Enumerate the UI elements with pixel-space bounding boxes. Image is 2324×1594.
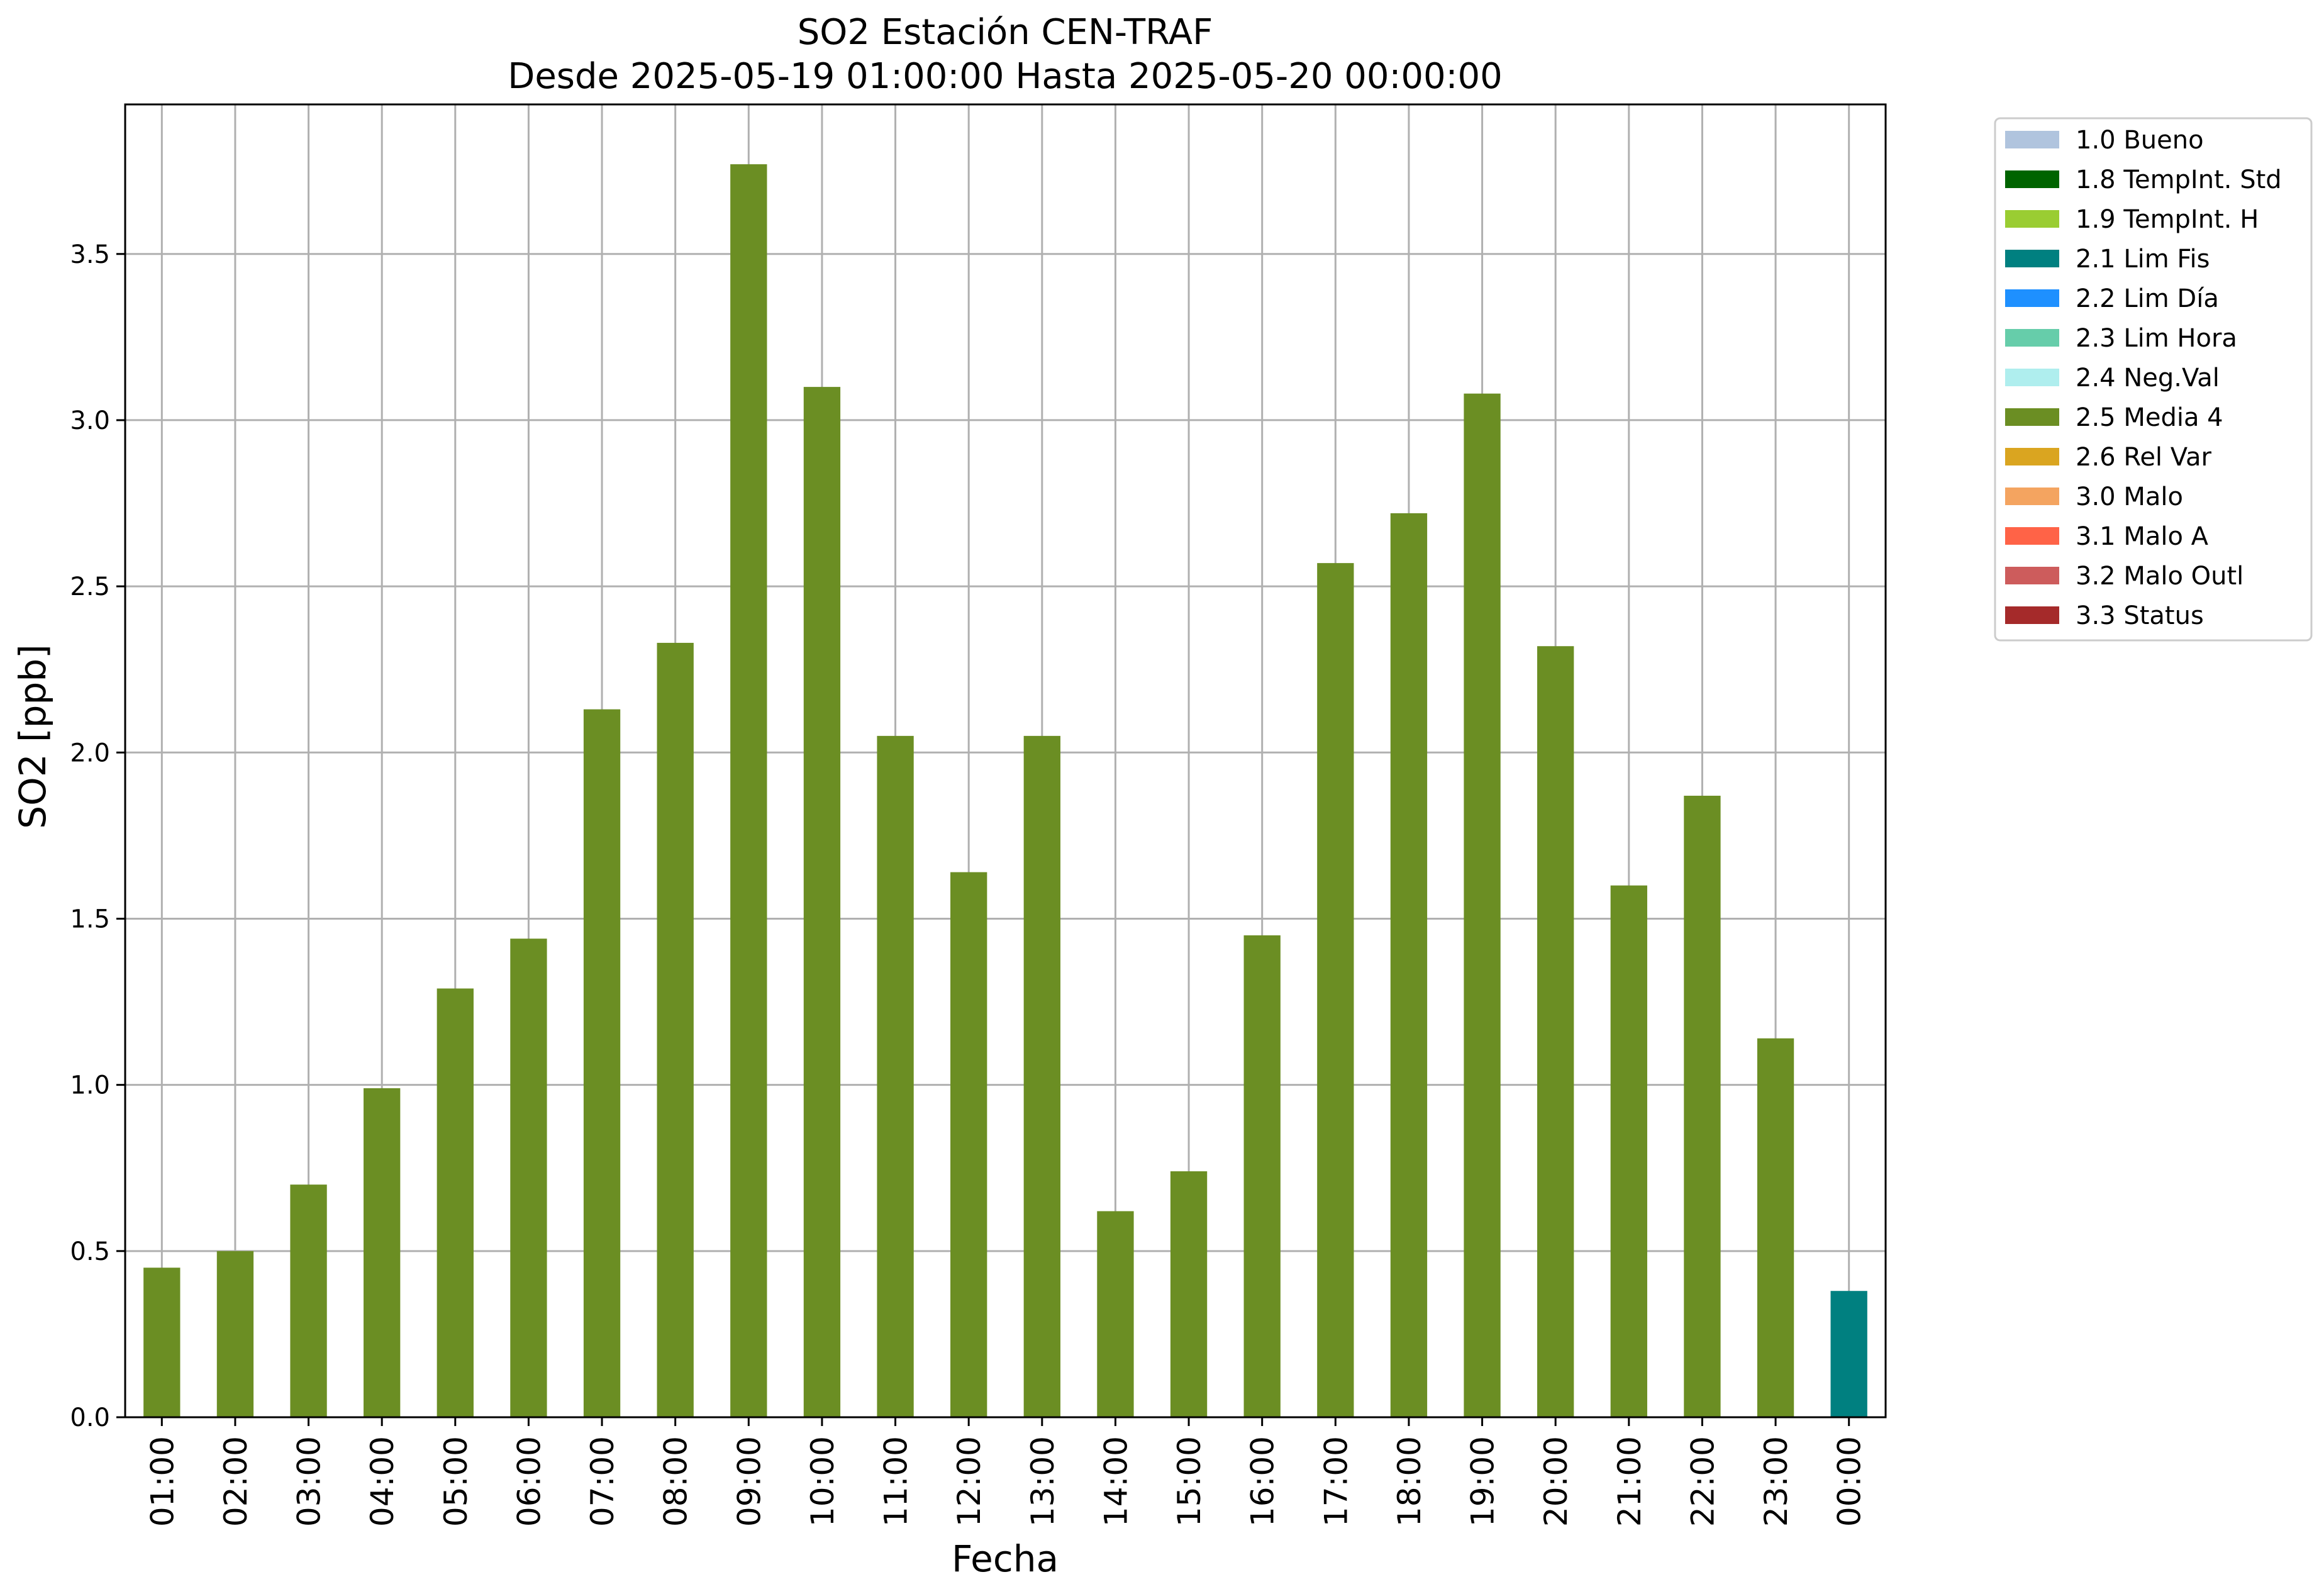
bar-20:00 [1537,646,1574,1417]
bar-19:00 [1464,393,1501,1417]
bar-21:00 [1610,885,1647,1417]
legend-swatch [2005,170,2059,188]
legend-swatch [2005,369,2059,386]
chart-subtitle: Desde 2025-05-19 01:00:00 Hasta 2025-05-… [508,56,1503,97]
bar-23:00 [1757,1038,1794,1417]
legend-swatch [2005,567,2059,584]
legend-swatch [2005,606,2059,624]
legend-label: 2.6 Rel Var [2076,443,2212,472]
x-tick-label: 08:00 [658,1436,694,1527]
legend-swatch [2005,527,2059,545]
plot-area: 0.0 0.5 1.0 1.5 2.0 2.5 3.0 3.5 01:00 02:00 03:00 0… [70,103,1887,1527]
legend-swatch [2005,289,2059,307]
bar-02:00 [216,1251,254,1417]
x-tick-label: 17:00 [1318,1436,1354,1527]
x-tick-label: 14:00 [1098,1436,1134,1527]
x-tick-label: 10:00 [804,1436,841,1527]
bar-07:00 [583,709,621,1417]
legend-swatch [2005,210,2059,228]
x-tick-label: 23:00 [1758,1436,1794,1527]
x-tick-label: 01:00 [144,1436,181,1527]
legend-label: 3.0 Malo [2076,482,2183,511]
y-axis-label: SO2 [ppb] [11,644,54,829]
legend-label: 2.3 Lim Hora [2076,324,2237,353]
y-tick-label: 3.5 [70,240,110,269]
legend-label: 3.2 Malo Outl [2076,562,2243,591]
bar-22:00 [1684,795,1721,1417]
bar-12:00 [950,872,987,1417]
x-tick-label: 22:00 [1684,1436,1721,1527]
bar-16:00 [1243,935,1281,1417]
legend-label: 2.5 Media 4 [2076,403,2223,432]
x-tick-label: 11:00 [878,1436,915,1527]
bar-09:00 [730,164,767,1418]
legend-label: 3.1 Malo A [2076,522,2209,551]
legend-label: 2.4 Neg.Val [2076,364,2220,393]
y-tick-label: 0.5 [70,1237,110,1266]
legend-label: 2.1 Lim Fis [2076,245,2210,274]
bar-08:00 [657,642,694,1417]
y-tick-label: 1.0 [70,1071,110,1100]
bar-11:00 [877,735,914,1417]
x-tick-label: 09:00 [731,1436,767,1527]
y-tick-label: 2.0 [70,738,110,767]
x-tick-label: 06:00 [511,1436,547,1527]
x-tick-label: 07:00 [584,1436,621,1527]
x-axis-label: Fecha [952,1537,1059,1580]
x-tick-label: 13:00 [1025,1436,1061,1527]
legend-swatch [2005,488,2059,505]
legend-label: 1.8 TempInt. Std [2076,165,2282,194]
y-tick-label: 0.0 [70,1403,110,1432]
bar-15:00 [1170,1171,1208,1417]
legend-label: 2.2 Lim Día [2076,284,2219,313]
bar-10:00 [803,387,841,1417]
legend: 1.0 Bueno 1.8 TempInt. Std 1.9 TempInt. H 2… [1994,117,2313,642]
legend-label: 1.9 TempInt. H [2076,205,2259,234]
x-tick-label: 00:00 [1832,1436,1868,1527]
y-tick-label: 1.5 [70,905,110,934]
x-tick-label: 16:00 [1245,1436,1281,1527]
legend-label: 3.3 Status [2076,601,2204,630]
legend-box [1994,117,2313,642]
bar-05:00 [436,988,474,1417]
x-tick-label: 03:00 [291,1436,328,1527]
x-tick-label: 18:00 [1391,1436,1428,1527]
legend-swatch [2005,448,2059,465]
x-tick-label: 15:00 [1171,1436,1208,1527]
y-tick-label: 2.5 [70,572,110,601]
legend-swatch [2005,329,2059,347]
bar-04:00 [364,1088,401,1417]
bar-13:00 [1023,735,1060,1417]
bar-00:00 [1830,1291,1867,1417]
x-tick-label: 04:00 [364,1436,401,1527]
bar-01:00 [143,1268,181,1417]
legend-swatch [2005,250,2059,267]
x-tick-label: 12:00 [951,1436,987,1527]
x-tick-label: 21:00 [1611,1436,1648,1527]
y-tick-label: 3.0 [70,406,110,435]
chart-title: SO2 Estación CEN-TRAF [798,12,1213,53]
bar-17:00 [1317,563,1354,1417]
x-tick-label: 05:00 [438,1436,474,1527]
legend-swatch [2005,408,2059,426]
x-tick-label: 20:00 [1538,1436,1574,1527]
bar-14:00 [1097,1211,1134,1417]
bar-06:00 [510,939,547,1417]
legend-swatch [2005,131,2059,148]
x-tick-label: 19:00 [1465,1436,1501,1527]
bar-18:00 [1390,513,1428,1417]
legend-label: 1.0 Bueno [2076,126,2204,155]
x-tick-label: 02:00 [218,1436,254,1527]
axes-frame [124,103,1887,1418]
bar-03:00 [290,1184,327,1417]
